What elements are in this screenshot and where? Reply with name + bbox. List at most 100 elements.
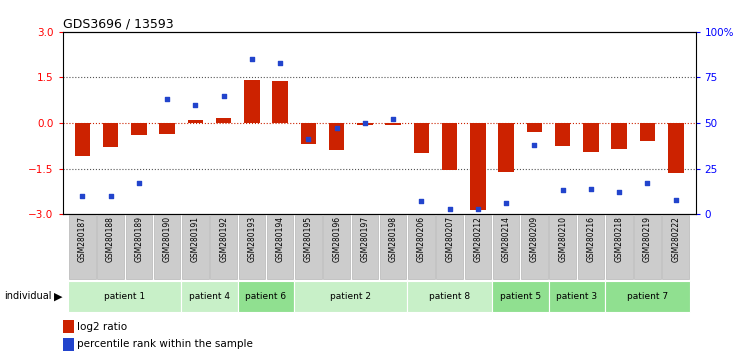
Text: GSM280210: GSM280210 [558,216,567,262]
Text: patient 5: patient 5 [500,292,541,301]
Bar [188,120,203,123]
Text: GSM280191: GSM280191 [191,216,200,262]
Text: individual: individual [4,291,52,302]
Bar [578,215,604,279]
Bar [294,281,407,312]
Text: GSM280195: GSM280195 [304,216,313,262]
Bar [68,281,181,312]
Bar [605,281,690,312]
Bar [323,215,350,279]
Bar [407,281,492,312]
Bar [550,215,576,279]
Bar [244,80,260,123]
Bar [662,215,689,279]
Text: patient 7: patient 7 [627,292,668,301]
Text: GSM280218: GSM280218 [615,216,623,262]
Bar [527,123,542,132]
Bar [470,123,486,210]
Bar [131,123,146,135]
Point [557,188,569,193]
Point [500,200,512,206]
Point [613,189,625,195]
Bar [154,215,180,279]
Point [670,197,682,202]
Bar [442,123,458,170]
Bar [103,123,118,147]
Point [218,93,230,98]
Text: GSM280188: GSM280188 [106,216,115,262]
Text: ▶: ▶ [54,291,63,302]
Text: GSM280216: GSM280216 [587,216,595,262]
Bar [329,123,344,150]
Bar [97,215,124,279]
Point [585,186,597,192]
Text: GSM280196: GSM280196 [332,216,342,262]
Bar [74,123,90,156]
Point [133,180,145,186]
Bar [380,215,406,279]
Text: GSM280207: GSM280207 [445,216,454,262]
Bar [493,215,520,279]
Bar [238,215,265,279]
Text: patient 8: patient 8 [429,292,470,301]
Text: GSM280197: GSM280197 [361,216,369,262]
Point [444,206,456,212]
Bar [69,215,96,279]
Text: GSM280214: GSM280214 [502,216,511,262]
Bar [300,123,316,144]
Point [275,60,286,66]
Point [161,97,173,102]
Bar [182,215,208,279]
Bar [640,123,655,141]
Bar [63,338,74,351]
Bar [492,281,548,312]
Text: GSM280194: GSM280194 [276,216,285,262]
Text: patient 3: patient 3 [556,292,598,301]
Bar [357,123,372,125]
Point [330,126,342,131]
Bar [634,215,661,279]
Point [359,120,371,126]
Text: GSM280219: GSM280219 [643,216,652,262]
Text: percentile rank within the sample: percentile rank within the sample [77,339,253,349]
Bar [668,123,684,173]
Bar [548,281,605,312]
Text: patient 4: patient 4 [189,292,230,301]
Bar [606,215,632,279]
Bar [210,215,237,279]
Text: GSM280206: GSM280206 [417,216,426,262]
Text: GSM280209: GSM280209 [530,216,539,262]
Text: GSM280192: GSM280192 [219,216,228,262]
Bar [272,81,288,123]
Point [528,142,540,148]
Bar [583,123,599,152]
Text: GSM280222: GSM280222 [671,216,680,262]
Bar [295,215,322,279]
Point [246,56,258,62]
Bar [414,123,429,153]
Bar [238,281,294,312]
Text: GSM280190: GSM280190 [163,216,171,262]
Bar [216,119,231,123]
Bar [181,281,238,312]
Point [105,193,116,199]
Bar [63,320,74,333]
Bar [555,123,570,146]
Bar [436,215,463,279]
Text: patient 1: patient 1 [105,292,145,301]
Text: log2 ratio: log2 ratio [77,322,127,332]
Bar [521,215,548,279]
Text: GSM280212: GSM280212 [473,216,482,262]
Point [387,116,399,122]
Bar [386,123,401,125]
Point [642,180,654,186]
Bar [408,215,435,279]
Point [472,206,484,212]
Text: patient 6: patient 6 [245,292,286,301]
Bar [612,123,627,149]
Bar [159,123,175,134]
Text: GDS3696 / 13593: GDS3696 / 13593 [63,18,173,31]
Point [77,193,88,199]
Bar [126,215,152,279]
Text: GSM280193: GSM280193 [247,216,256,262]
